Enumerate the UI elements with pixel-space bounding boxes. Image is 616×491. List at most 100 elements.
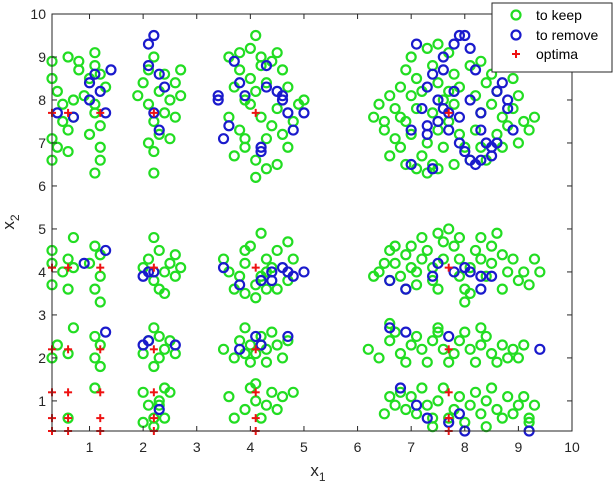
keep-point xyxy=(485,240,498,252)
optimum-point xyxy=(149,108,158,117)
keep-point xyxy=(62,412,74,424)
optimum-point xyxy=(444,108,453,117)
keep-point xyxy=(405,240,417,252)
keep-point xyxy=(148,145,160,158)
keep-point xyxy=(459,326,471,338)
remove-point xyxy=(234,77,246,89)
keep-point xyxy=(491,356,503,368)
remove-point xyxy=(443,330,455,343)
remove-point xyxy=(158,81,171,93)
plot-area-border xyxy=(51,13,573,432)
remove-point xyxy=(212,90,224,102)
keep-point xyxy=(518,115,530,128)
remove-point xyxy=(416,102,428,115)
remove-point xyxy=(142,266,155,278)
optimum-point xyxy=(444,263,453,272)
keep-point xyxy=(94,154,106,166)
remove-point xyxy=(255,141,267,153)
keep-point xyxy=(298,94,310,106)
optimum-point xyxy=(444,388,453,397)
remove-point xyxy=(83,77,96,89)
keep-point xyxy=(223,391,235,403)
keep-point xyxy=(62,51,74,63)
keep-point xyxy=(512,274,524,287)
keep-point xyxy=(485,382,498,394)
keep-point xyxy=(421,42,433,54)
keep-point xyxy=(528,253,541,265)
optimum-point xyxy=(64,263,73,272)
keep-point xyxy=(410,330,423,343)
keep-point xyxy=(89,352,101,364)
keep-point xyxy=(502,352,514,364)
keep-point xyxy=(148,51,160,63)
keep-point xyxy=(94,296,106,308)
keep-point xyxy=(432,227,444,239)
remove-point xyxy=(169,339,181,351)
keep-point xyxy=(512,90,524,102)
keep-point xyxy=(244,339,256,351)
keep-point xyxy=(378,115,390,128)
keep-point xyxy=(469,356,482,368)
remove-point xyxy=(255,274,267,287)
keep-point xyxy=(260,283,273,295)
keep-point xyxy=(384,90,396,102)
keep-point xyxy=(502,266,514,278)
remove-point xyxy=(448,266,460,278)
keep-point xyxy=(175,262,187,274)
keep-point xyxy=(250,395,262,407)
remove-point xyxy=(89,68,101,80)
keep-point xyxy=(228,150,240,162)
remove-point xyxy=(223,120,235,132)
keep-point xyxy=(239,257,251,269)
keep-point xyxy=(405,128,417,140)
keep-point xyxy=(271,244,283,257)
keep-point xyxy=(437,141,449,153)
keep-point xyxy=(244,42,256,54)
keep-point xyxy=(255,59,267,72)
keep-point xyxy=(271,47,283,59)
keep-point xyxy=(271,158,283,171)
keep-point xyxy=(153,330,165,343)
remove-point xyxy=(394,382,407,394)
keep-point xyxy=(480,395,492,407)
keep-point xyxy=(518,391,530,403)
optimum-point xyxy=(149,414,158,423)
optimum-point xyxy=(251,388,260,397)
keep-point xyxy=(83,257,96,269)
remove-point xyxy=(464,266,476,278)
optimum-point xyxy=(96,345,105,354)
optimum-point xyxy=(251,263,260,272)
keep-point xyxy=(244,240,256,252)
keep-point xyxy=(158,266,171,278)
keep-point xyxy=(432,326,444,338)
keep-point xyxy=(464,262,476,274)
keep-point xyxy=(410,102,423,115)
keep-point xyxy=(496,283,508,295)
keep-point xyxy=(469,244,482,257)
keep-point xyxy=(89,283,101,295)
y-tick-label: 2 xyxy=(38,350,46,366)
keep-point xyxy=(266,326,278,338)
keep-point xyxy=(400,403,412,416)
remove-point xyxy=(78,257,90,269)
keep-point xyxy=(416,150,428,162)
legend-marker-keep xyxy=(510,9,522,21)
keep-point xyxy=(528,111,541,123)
remove-point xyxy=(427,163,439,175)
x-tick-label: 3 xyxy=(193,439,201,455)
keep-point xyxy=(485,98,498,110)
remove-point xyxy=(384,322,396,334)
remove-point xyxy=(234,343,246,355)
remove-point xyxy=(67,111,80,123)
optimum-point xyxy=(96,108,105,117)
keep-point xyxy=(62,145,74,158)
keep-point xyxy=(73,55,85,67)
optimum-point xyxy=(251,345,260,354)
keep-point xyxy=(384,335,396,347)
keep-point xyxy=(260,253,273,265)
remove-point xyxy=(432,115,444,128)
keep-point xyxy=(234,47,246,59)
remove-point xyxy=(410,399,423,411)
remove-point xyxy=(464,42,476,54)
keep-point xyxy=(443,223,455,235)
